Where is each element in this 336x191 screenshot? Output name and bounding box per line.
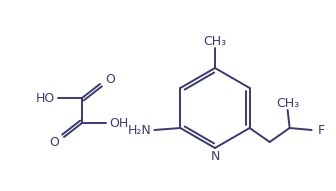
Text: HO: HO xyxy=(35,91,55,104)
Text: O: O xyxy=(49,135,59,148)
Text: CH₃: CH₃ xyxy=(203,35,226,48)
Text: F: F xyxy=(318,124,325,137)
Text: H₂N: H₂N xyxy=(127,124,151,137)
Text: CH₃: CH₃ xyxy=(276,96,299,109)
Text: O: O xyxy=(105,73,115,86)
Text: OH: OH xyxy=(110,117,129,129)
Text: N: N xyxy=(210,150,220,163)
